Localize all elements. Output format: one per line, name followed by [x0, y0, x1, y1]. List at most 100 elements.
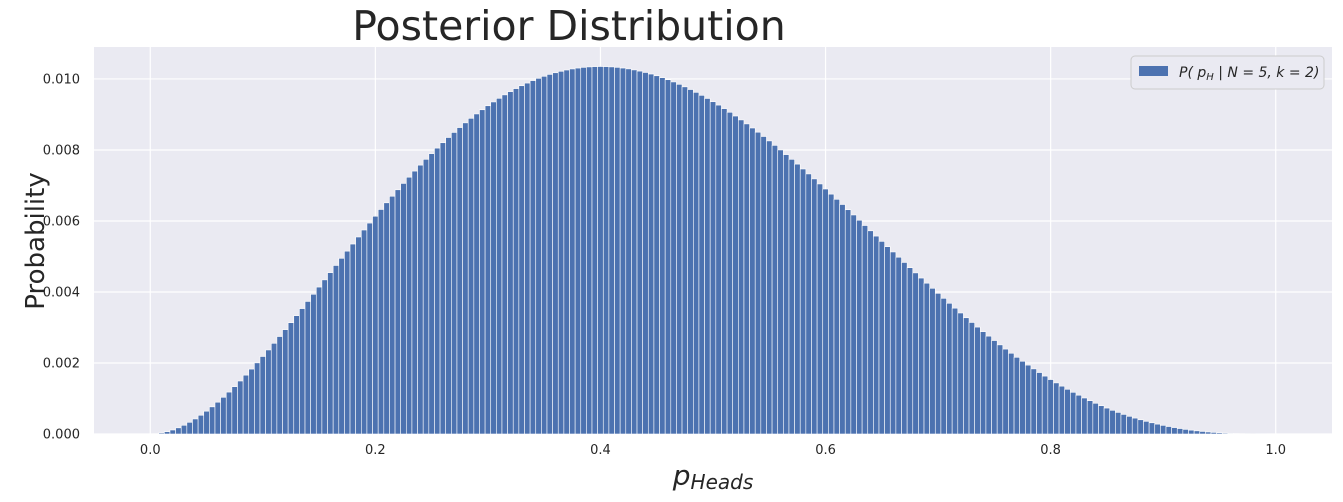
bar — [439, 142, 447, 435]
bar — [625, 68, 632, 435]
y-tick-label: 0.004 — [43, 285, 80, 300]
bar — [929, 287, 936, 435]
bar — [979, 331, 987, 435]
bar — [1098, 405, 1105, 435]
bar — [293, 315, 300, 435]
bar — [383, 202, 390, 435]
x-tick-labels: 0.0 0.2 0.4 0.6 0.8 1.0 — [140, 443, 1286, 458]
bar — [923, 282, 930, 435]
x-axis-label: pHeads — [672, 459, 754, 494]
x-axis-label-subscript: Heads — [691, 470, 754, 494]
bar — [338, 257, 345, 435]
bar — [490, 101, 497, 435]
bar — [473, 113, 480, 435]
bar — [372, 215, 379, 435]
bar — [822, 188, 829, 435]
bar — [839, 204, 846, 435]
bar — [766, 140, 773, 435]
bar — [1002, 348, 1009, 435]
bar — [411, 170, 418, 435]
bar — [636, 70, 643, 435]
bar — [518, 85, 525, 435]
bar — [676, 84, 683, 435]
bar — [1058, 385, 1066, 435]
bar — [569, 68, 576, 435]
bar — [242, 374, 250, 435]
bar — [934, 293, 942, 435]
bar — [895, 256, 902, 435]
bar — [743, 123, 750, 435]
bar — [406, 176, 413, 435]
bar — [1008, 352, 1015, 435]
bar — [552, 72, 559, 435]
bar — [833, 199, 840, 435]
bar — [597, 66, 604, 435]
bar — [299, 308, 306, 435]
bar — [158, 432, 165, 435]
bar — [1053, 382, 1060, 435]
legend-label-prefix: P( p — [1179, 65, 1206, 81]
bar — [524, 82, 531, 435]
bar — [327, 272, 334, 435]
bar — [254, 362, 261, 435]
bar — [1070, 392, 1077, 435]
bar — [996, 344, 1004, 435]
bar — [788, 159, 795, 435]
bar — [220, 396, 227, 435]
bars — [152, 66, 1274, 435]
bar — [462, 122, 469, 435]
bar — [985, 335, 992, 435]
y-tick-label: 0.010 — [43, 72, 80, 87]
bar — [1013, 356, 1020, 435]
bar — [197, 414, 205, 435]
bar — [1205, 431, 1212, 435]
bar — [248, 368, 255, 435]
bar — [321, 279, 328, 435]
bar — [237, 380, 244, 435]
x-axis-label-main: p — [672, 459, 691, 492]
bar — [1103, 407, 1111, 435]
x-tick-label: 0.2 — [365, 443, 386, 458]
bar — [783, 154, 790, 435]
bar — [957, 312, 964, 435]
bar — [693, 92, 700, 435]
bar — [276, 336, 283, 435]
bar — [850, 214, 857, 435]
bar — [1182, 429, 1189, 435]
bar — [811, 178, 818, 435]
x-tick-label: 0.4 — [590, 443, 611, 458]
bar — [1019, 360, 1026, 435]
bar — [400, 183, 407, 435]
bar — [732, 115, 739, 435]
legend-box — [1130, 55, 1325, 90]
bar — [828, 193, 835, 435]
bar — [1064, 388, 1071, 435]
bar — [377, 209, 385, 435]
x-tick-label: 0.8 — [1040, 443, 1061, 458]
bar — [231, 386, 238, 435]
bar — [1092, 402, 1099, 435]
bar — [175, 427, 182, 435]
bar — [394, 189, 401, 435]
bar — [901, 262, 908, 435]
bar — [529, 80, 537, 435]
bar — [355, 236, 362, 435]
bar — [1165, 426, 1172, 435]
bar — [715, 104, 722, 435]
bar — [1041, 375, 1049, 435]
bar — [805, 173, 812, 435]
bar — [1025, 364, 1032, 435]
bar — [878, 241, 885, 435]
bar — [771, 145, 779, 435]
bar — [192, 418, 199, 435]
x-tick-label: 0.6 — [815, 443, 836, 458]
bar — [265, 349, 272, 435]
bar — [631, 69, 638, 435]
bar — [1188, 429, 1195, 435]
bar — [721, 108, 728, 435]
bar — [709, 101, 717, 435]
bar — [428, 153, 435, 435]
legend-label-suffix: | N = 5, k = 2) — [1214, 65, 1320, 81]
bar — [456, 127, 463, 435]
